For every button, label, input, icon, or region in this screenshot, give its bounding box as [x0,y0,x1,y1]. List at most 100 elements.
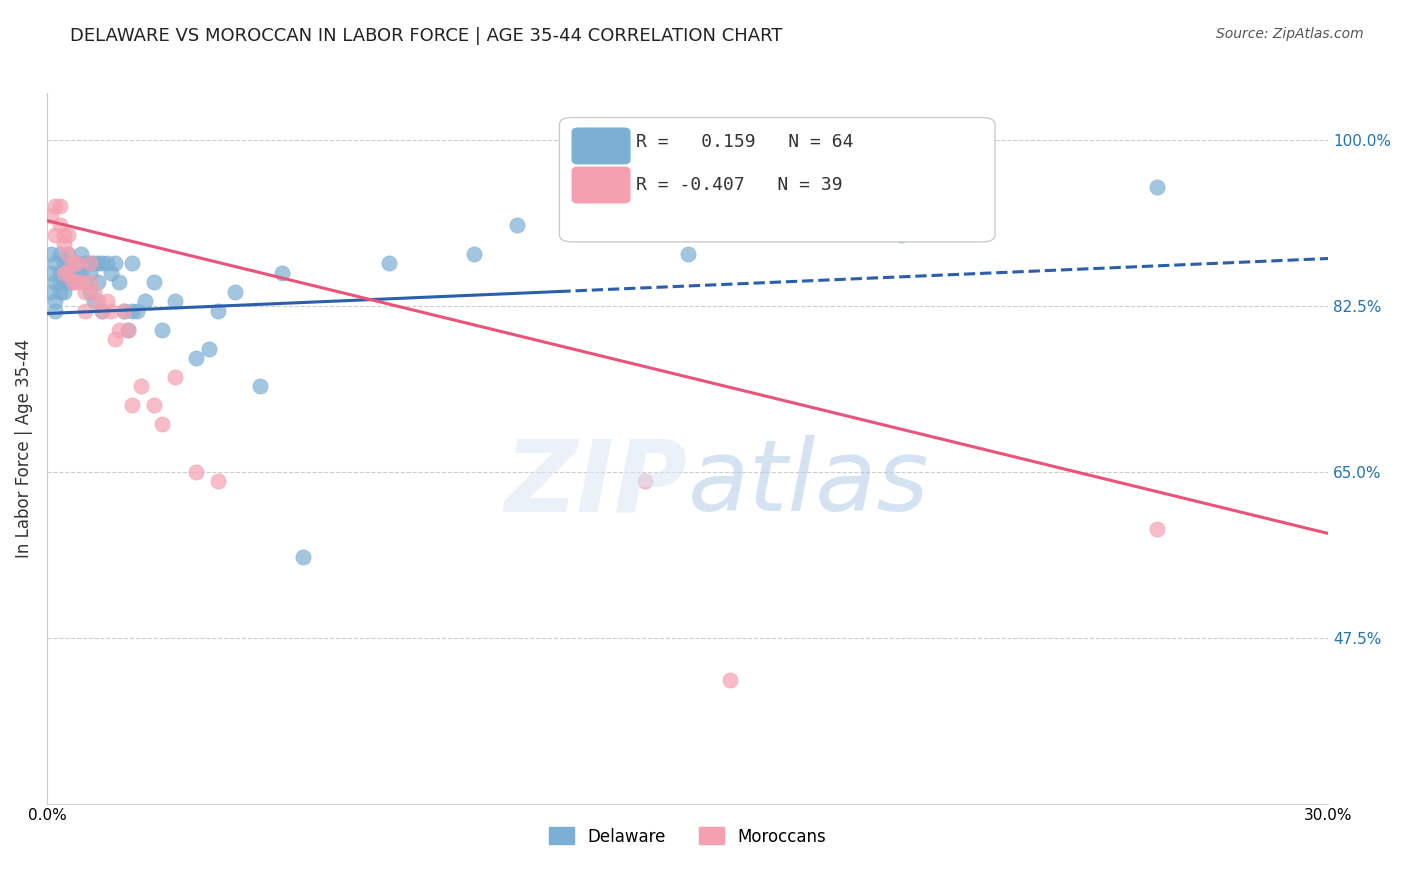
Point [1146,522,1168,536]
Point [198,342,221,356]
Point [676,246,699,260]
Y-axis label: In Labor Force | Age 35-44: In Labor Force | Age 35-44 [15,339,32,558]
Point [163,370,186,384]
Point [58,246,80,260]
Point [104,332,127,346]
Point [100,266,122,280]
Point [75,256,97,270]
Point [83,256,105,270]
Point [58,256,80,270]
Point [66,256,89,270]
Point [121,256,143,270]
Point [44,303,66,318]
Point [150,323,173,337]
Point [79,256,101,270]
Point [634,475,657,489]
Point [125,303,148,318]
Point [91,303,114,318]
Point [48,246,70,260]
Point [207,475,229,489]
Point [142,275,165,289]
Point [48,285,70,299]
Point [163,294,186,309]
Point [108,275,131,289]
Point [121,399,143,413]
Point [83,294,105,309]
Point [39,246,62,260]
Point [463,246,485,260]
Point [79,256,101,270]
FancyBboxPatch shape [572,168,630,202]
Point [112,303,135,318]
Point [58,266,80,280]
Point [75,303,97,318]
Point [79,275,101,289]
Point [224,285,246,299]
Point [44,294,66,309]
Point [96,256,118,270]
Point [44,227,66,242]
Point [91,256,114,270]
Text: Source: ZipAtlas.com: Source: ZipAtlas.com [1216,27,1364,41]
Point [66,275,89,289]
Point [48,275,70,289]
Point [58,266,80,280]
Point [505,219,527,233]
Text: R = -0.407   N = 39: R = -0.407 N = 39 [637,176,842,194]
Point [150,417,173,432]
Point [186,351,208,365]
Point [62,256,84,270]
Point [377,256,399,270]
Point [100,303,122,318]
Point [134,294,156,309]
Point [718,673,741,688]
Point [52,275,75,289]
Point [79,285,101,299]
FancyBboxPatch shape [572,128,630,164]
Point [39,266,62,280]
Point [44,199,66,213]
Point [1146,180,1168,194]
Point [129,379,152,393]
Point [70,246,93,260]
Point [292,550,315,565]
Point [142,399,165,413]
Point [890,227,912,242]
Point [39,285,62,299]
Point [52,266,75,280]
Point [52,237,75,252]
Point [87,294,110,309]
Point [48,219,70,233]
Point [66,266,89,280]
Point [112,303,135,318]
Text: DELAWARE VS MOROCCAN IN LABOR FORCE | AGE 35-44 CORRELATION CHART: DELAWARE VS MOROCCAN IN LABOR FORCE | AG… [70,27,783,45]
Point [48,199,70,213]
Point [52,256,75,270]
Point [62,266,84,280]
Point [58,275,80,289]
Point [121,303,143,318]
Point [91,303,114,318]
Point [108,323,131,337]
Point [44,256,66,270]
Point [62,256,84,270]
Point [62,275,84,289]
Point [44,275,66,289]
Point [804,209,827,223]
Point [52,285,75,299]
Point [79,266,101,280]
Point [117,323,139,337]
Text: atlas: atlas [688,435,929,533]
Point [207,303,229,318]
Point [270,266,292,280]
Point [48,266,70,280]
Legend: Delaware, Moroccans: Delaware, Moroccans [543,821,832,852]
Point [52,266,75,280]
Point [117,323,139,337]
Point [70,266,93,280]
Point [75,285,97,299]
Point [87,256,110,270]
Text: R =   0.159   N = 64: R = 0.159 N = 64 [637,134,853,152]
Point [62,275,84,289]
Point [186,465,208,479]
